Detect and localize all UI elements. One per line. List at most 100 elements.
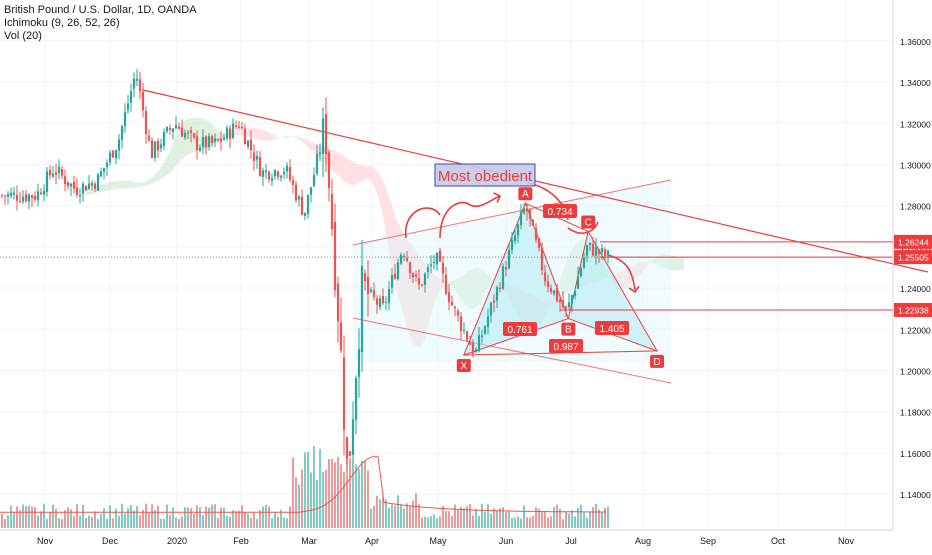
volume-bar [172, 507, 174, 528]
cloud-segment [144, 180, 148, 186]
x-tick-label: Nov [37, 536, 54, 546]
volume-bar [274, 512, 276, 528]
cloud-segment [676, 256, 680, 270]
candle-body [97, 174, 99, 190]
volume-bar [526, 517, 528, 528]
candle-body [190, 130, 192, 133]
candle-body [61, 169, 63, 176]
volume-bar [43, 504, 45, 528]
candle-body [328, 152, 330, 188]
volume-bar [85, 518, 87, 528]
cloud-segment [260, 129, 264, 141]
volume-bar [472, 515, 474, 528]
volume-bar [535, 507, 537, 528]
volume-bar [376, 496, 378, 528]
volume-bar [55, 509, 57, 528]
y-tick-label: 1.20000 [900, 367, 931, 377]
y-tick-label: 1.16000 [900, 449, 931, 459]
candle-body [388, 289, 390, 303]
candle-body [307, 195, 309, 214]
candle-body [205, 137, 207, 148]
annotation-text: Most obedient [438, 168, 533, 185]
candle-body [76, 187, 78, 195]
candle-body [310, 187, 312, 195]
candle-body [385, 302, 387, 303]
volume-bar [355, 464, 357, 528]
candle-body [253, 153, 255, 161]
candle-body [412, 273, 414, 277]
candle-body [358, 349, 360, 377]
cloud-segment [132, 181, 136, 187]
candle-body [133, 79, 135, 89]
cloud-segment [108, 182, 112, 191]
volume-bar [541, 511, 543, 528]
volume-bar [4, 519, 6, 528]
cloud-segment [120, 180, 124, 189]
candle-body [391, 275, 393, 288]
cloud-segment [252, 128, 256, 139]
candle-body [592, 244, 594, 256]
candle-body [109, 153, 111, 162]
volume-bar [451, 516, 453, 528]
volume-bar [1, 514, 3, 528]
volume-bar [346, 459, 348, 528]
x-tick-label: Dec [102, 536, 119, 546]
volume-bar [424, 517, 426, 528]
point-label-x: X [460, 361, 467, 372]
volume-bar [502, 507, 504, 528]
cloud-segment [168, 146, 172, 175]
cloud-segment [344, 156, 348, 184]
volume-bar [46, 519, 48, 528]
candle-body [181, 128, 183, 137]
candle-body [316, 154, 318, 174]
candle-body [538, 238, 540, 248]
candle-body [184, 133, 186, 138]
x-tick-label: Aug [635, 536, 651, 546]
volume-bar [562, 519, 564, 528]
volume-bar [151, 504, 153, 528]
candle-body [463, 330, 465, 331]
cloud-segment [368, 166, 372, 182]
volume-bar [325, 470, 327, 528]
volume-bar [10, 506, 12, 528]
cloud-segment [332, 150, 336, 173]
candle-body [379, 298, 381, 307]
candle-body [199, 148, 201, 151]
candle-body [259, 157, 261, 176]
volume-bar [586, 518, 588, 528]
candle-body [298, 196, 300, 199]
point-label-d: D [653, 357, 660, 368]
volume-bar [298, 484, 300, 528]
candle-body [304, 213, 306, 216]
cloud-segment [304, 138, 308, 147]
candle-body [127, 104, 129, 110]
x-tick-label: Jun [499, 536, 514, 546]
cloud-segment [112, 181, 116, 190]
candle-body [577, 276, 579, 288]
candle-body [52, 174, 54, 177]
cloud-segment [164, 155, 168, 178]
candle-body [214, 139, 216, 142]
volume-bar [277, 517, 279, 528]
y-tick-label: 1.28000 [900, 202, 931, 212]
volume-bar [571, 510, 573, 528]
volume-bar [511, 518, 513, 528]
volume-bar [292, 458, 294, 528]
candle-body [403, 256, 405, 257]
volume-bar [388, 508, 390, 528]
volume-bar [490, 514, 492, 528]
volume-bar [481, 504, 483, 528]
candle-body [475, 349, 477, 352]
volume-bar [565, 512, 567, 528]
cloud-segment [116, 180, 120, 189]
cloud-segment [272, 134, 276, 140]
candle-body [454, 307, 456, 308]
volume-bar [58, 518, 60, 528]
candle-body [508, 250, 510, 268]
candle-body [28, 195, 30, 202]
volume-bar [124, 513, 126, 528]
volume-bar [175, 518, 177, 528]
volume-bar [304, 452, 306, 528]
candle-body [13, 193, 15, 195]
